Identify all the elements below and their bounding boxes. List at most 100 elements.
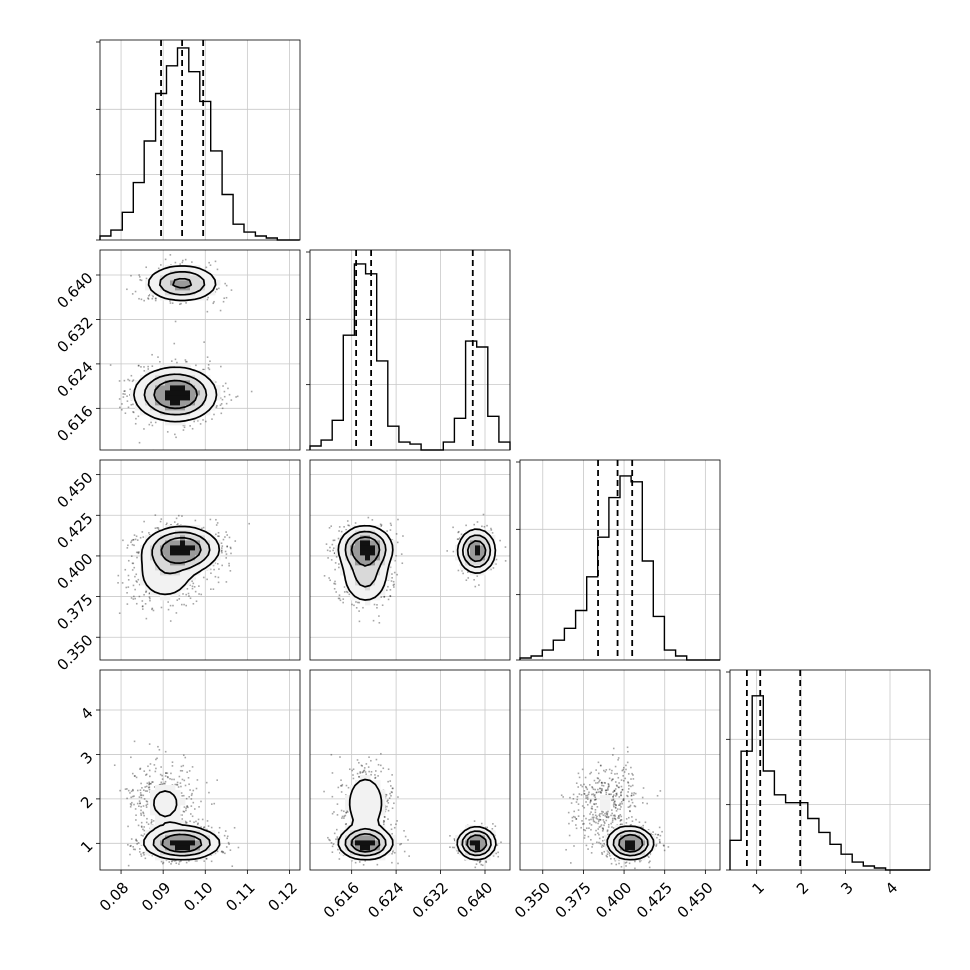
sample-point — [198, 585, 200, 587]
density-cell — [165, 790, 171, 796]
sample-point — [212, 564, 215, 567]
sample-point — [153, 786, 156, 788]
sample-point — [142, 811, 144, 814]
sample-point — [633, 874, 635, 876]
sample-point — [330, 842, 333, 844]
density-cell — [370, 845, 376, 851]
sample-point — [199, 423, 202, 425]
sample-point — [592, 818, 595, 820]
sample-point — [382, 821, 385, 824]
sample-point — [187, 777, 190, 779]
sample-point — [345, 811, 347, 814]
density-cell — [160, 570, 166, 576]
sample-point — [157, 528, 160, 531]
sample-point — [223, 390, 226, 393]
sample-point — [202, 576, 205, 579]
density-cell — [355, 825, 361, 831]
panel-content — [323, 513, 507, 624]
density-cell — [355, 855, 361, 861]
sample-point — [387, 585, 389, 588]
density-cell — [475, 845, 481, 851]
sample-point — [136, 802, 139, 805]
density-cell — [190, 575, 196, 581]
density-cell — [475, 535, 481, 541]
sample-point — [389, 780, 392, 782]
density-cell — [185, 580, 191, 586]
sample-point — [490, 527, 492, 530]
density-cell — [360, 795, 366, 801]
density-cell — [170, 805, 176, 811]
contour-line — [160, 536, 202, 564]
sample-point — [396, 541, 399, 544]
sample-point — [562, 796, 564, 798]
density-cell — [365, 525, 371, 531]
density-cell — [190, 855, 196, 861]
sample-point — [140, 814, 143, 816]
density-cell — [160, 550, 166, 556]
density-cell — [160, 370, 166, 376]
sample-point — [662, 844, 665, 847]
sample-point — [193, 821, 195, 824]
sample-point — [228, 843, 230, 845]
density-cell — [150, 580, 156, 586]
sample-point — [336, 803, 339, 805]
sample-point — [139, 768, 141, 770]
sample-point — [329, 550, 331, 552]
density-cell — [605, 795, 611, 801]
sample-point — [593, 820, 596, 823]
sample-point — [601, 851, 603, 854]
sample-point — [160, 766, 162, 768]
sample-point — [583, 790, 586, 792]
sample-point — [143, 826, 145, 828]
density-cell — [365, 825, 371, 831]
sample-point — [137, 552, 140, 555]
sample-point — [140, 825, 143, 828]
density-cell — [375, 805, 381, 811]
sample-point — [124, 393, 126, 395]
sample-point — [127, 544, 129, 547]
density-cell — [170, 840, 176, 846]
sample-point — [168, 861, 171, 863]
sample-point — [567, 811, 570, 814]
sample-point — [177, 514, 180, 517]
sample-point — [186, 588, 189, 590]
sample-point — [216, 522, 219, 524]
sample-point — [189, 813, 192, 815]
sample-point — [135, 602, 138, 605]
sample-point — [583, 815, 585, 817]
sample-point — [203, 860, 206, 862]
sample-point — [127, 789, 130, 792]
sample-point — [123, 379, 126, 382]
sample-point — [164, 750, 167, 753]
sample-point — [164, 775, 167, 777]
x-tick-label: 0.640 — [453, 879, 496, 922]
sample-point — [148, 533, 151, 536]
sample-point — [151, 365, 154, 367]
density-cell — [355, 800, 361, 806]
sample-point — [185, 604, 188, 607]
density-cell — [150, 285, 156, 291]
sample-point — [627, 781, 629, 783]
sample-point — [206, 820, 209, 822]
sample-point — [640, 859, 642, 862]
sample-point — [595, 817, 598, 819]
density-cell — [150, 590, 156, 596]
density-cell — [210, 385, 216, 391]
sample-point — [601, 844, 604, 847]
density-cell — [360, 850, 366, 856]
density-cell — [165, 810, 171, 816]
sample-point — [337, 537, 340, 540]
density-cell — [175, 790, 181, 796]
sample-point — [592, 793, 595, 795]
sample-point — [138, 364, 140, 367]
density-cell — [470, 835, 476, 841]
sample-point — [575, 782, 578, 785]
sample-point — [174, 320, 177, 323]
density-cell — [470, 855, 476, 861]
density-cell — [380, 805, 386, 811]
sample-point — [354, 861, 357, 864]
density-cell — [185, 295, 191, 301]
sample-point — [175, 436, 177, 439]
sample-point — [614, 781, 617, 783]
